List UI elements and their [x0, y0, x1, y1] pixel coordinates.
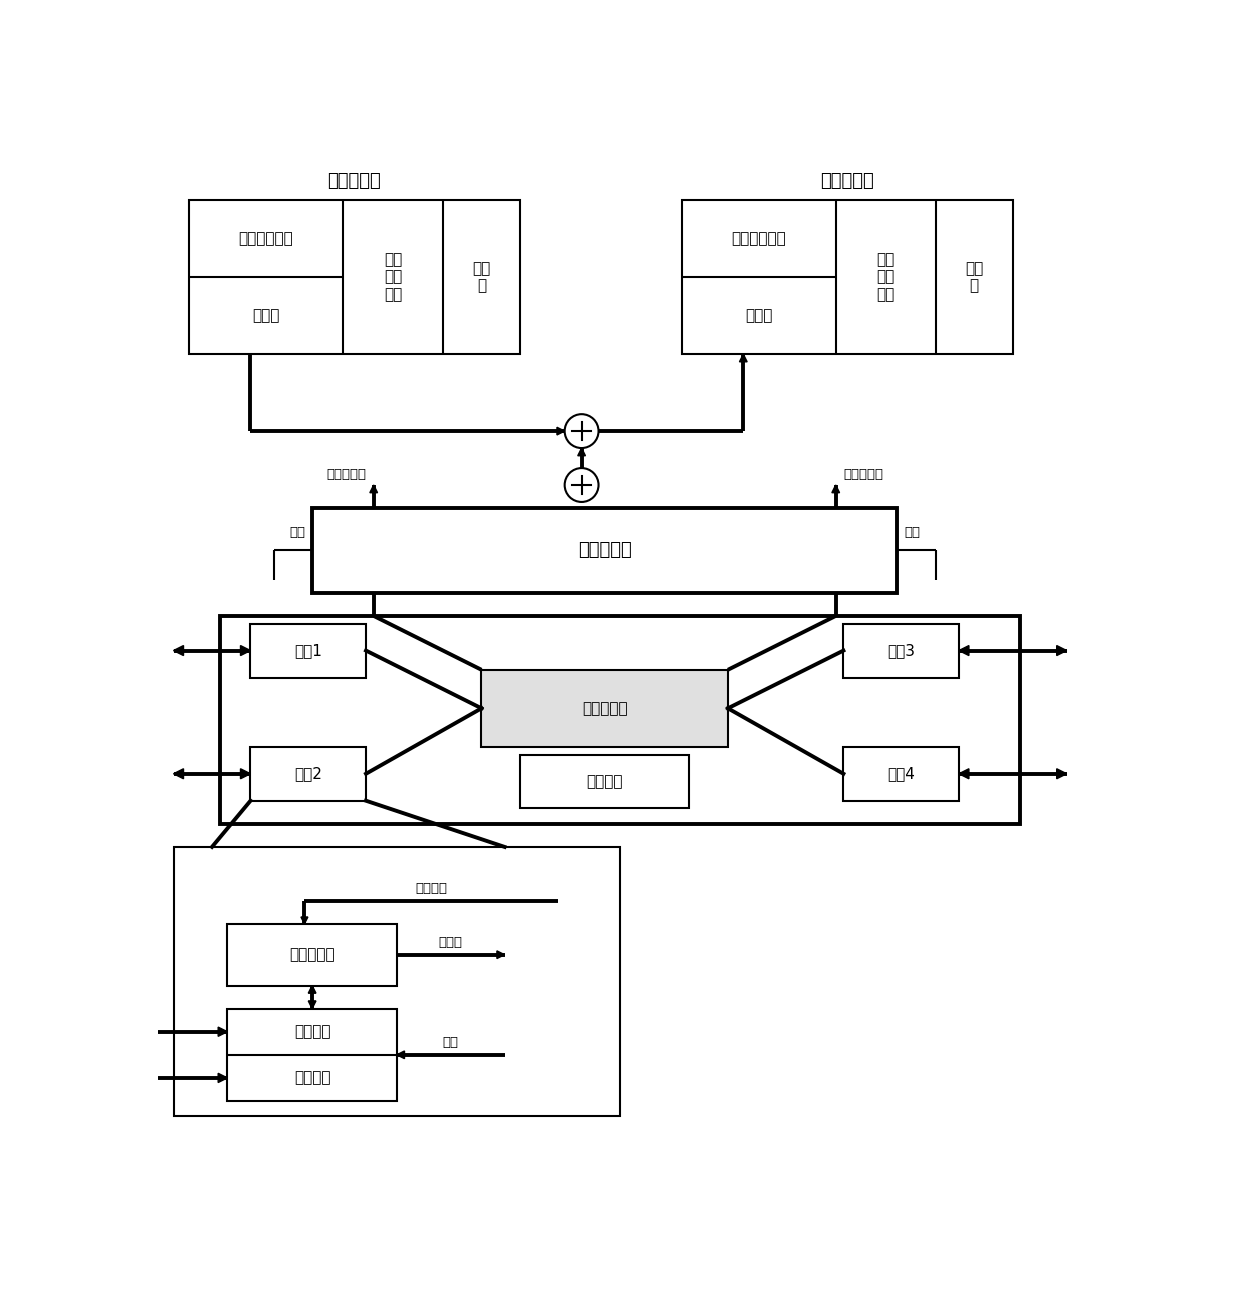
Polygon shape [174, 646, 184, 656]
Text: 修正域: 修正域 [745, 308, 773, 324]
Text: 本地时钟: 本地时钟 [587, 773, 622, 789]
Polygon shape [174, 768, 184, 779]
Text: 网络
协议
报头: 网络 协议 报头 [877, 253, 895, 302]
Text: 前导
符: 前导 符 [965, 260, 983, 294]
Polygon shape [309, 986, 316, 994]
Polygon shape [1056, 646, 1066, 656]
Bar [312, 508, 898, 593]
Bar [227, 1008, 397, 1101]
Text: 出口: 出口 [904, 526, 920, 539]
Polygon shape [241, 646, 250, 656]
Text: 报文: 报文 [443, 1035, 459, 1049]
Polygon shape [135, 1074, 144, 1083]
Polygon shape [370, 485, 377, 492]
Polygon shape [578, 449, 585, 456]
Polygon shape [397, 1051, 404, 1058]
Text: 时间报文负载: 时间报文负载 [238, 231, 294, 246]
Bar [188, 200, 520, 354]
Text: 端口2: 端口2 [294, 766, 322, 781]
Polygon shape [218, 1027, 227, 1036]
Polygon shape [557, 427, 564, 434]
Circle shape [564, 468, 599, 501]
Text: 前导
符: 前导 符 [472, 260, 491, 294]
Text: 入口时间戳: 入口时间戳 [326, 468, 366, 481]
Polygon shape [497, 951, 505, 959]
Text: 端口1: 端口1 [294, 643, 322, 659]
Bar [174, 847, 620, 1116]
Polygon shape [218, 1074, 227, 1083]
Polygon shape [739, 354, 748, 362]
Text: 入口: 入口 [289, 526, 305, 539]
Text: 时间报文负载: 时间报文负载 [732, 231, 786, 246]
Text: 驻留时间桥: 驻留时间桥 [578, 541, 631, 559]
Text: 端口4: 端口4 [887, 766, 915, 781]
Polygon shape [301, 916, 308, 924]
Polygon shape [241, 768, 250, 779]
Polygon shape [959, 646, 968, 656]
Text: 事件接口: 事件接口 [294, 1025, 330, 1039]
Text: 出口端报文: 出口端报文 [821, 171, 874, 189]
Bar [520, 754, 689, 808]
Text: 端口3: 端口3 [887, 643, 915, 659]
Bar [227, 924, 397, 986]
Bar [682, 200, 1013, 354]
Polygon shape [309, 1002, 316, 1008]
Bar [219, 616, 1021, 824]
Bar [250, 746, 366, 800]
Bar [481, 670, 728, 746]
Text: 本地时间: 本地时间 [415, 882, 448, 895]
Text: 网络
协议
报头: 网络 协议 报头 [384, 253, 402, 302]
Text: 出口时间戳: 出口时间戳 [843, 468, 883, 481]
Text: 时间戳: 时间戳 [439, 936, 463, 949]
Text: 修正域: 修正域 [252, 308, 279, 324]
Polygon shape [1056, 768, 1066, 779]
Text: 时间戳产生: 时间戳产生 [289, 947, 335, 962]
Polygon shape [135, 1027, 144, 1036]
Text: 入口端报文: 入口端报文 [327, 171, 382, 189]
Bar [843, 746, 959, 800]
Text: 驻留时间桥: 驻留时间桥 [582, 701, 627, 715]
Circle shape [564, 414, 599, 449]
Bar [843, 624, 959, 678]
Bar [250, 624, 366, 678]
Polygon shape [832, 485, 839, 492]
Text: 普通接口: 普通接口 [294, 1070, 330, 1085]
Polygon shape [959, 768, 968, 779]
